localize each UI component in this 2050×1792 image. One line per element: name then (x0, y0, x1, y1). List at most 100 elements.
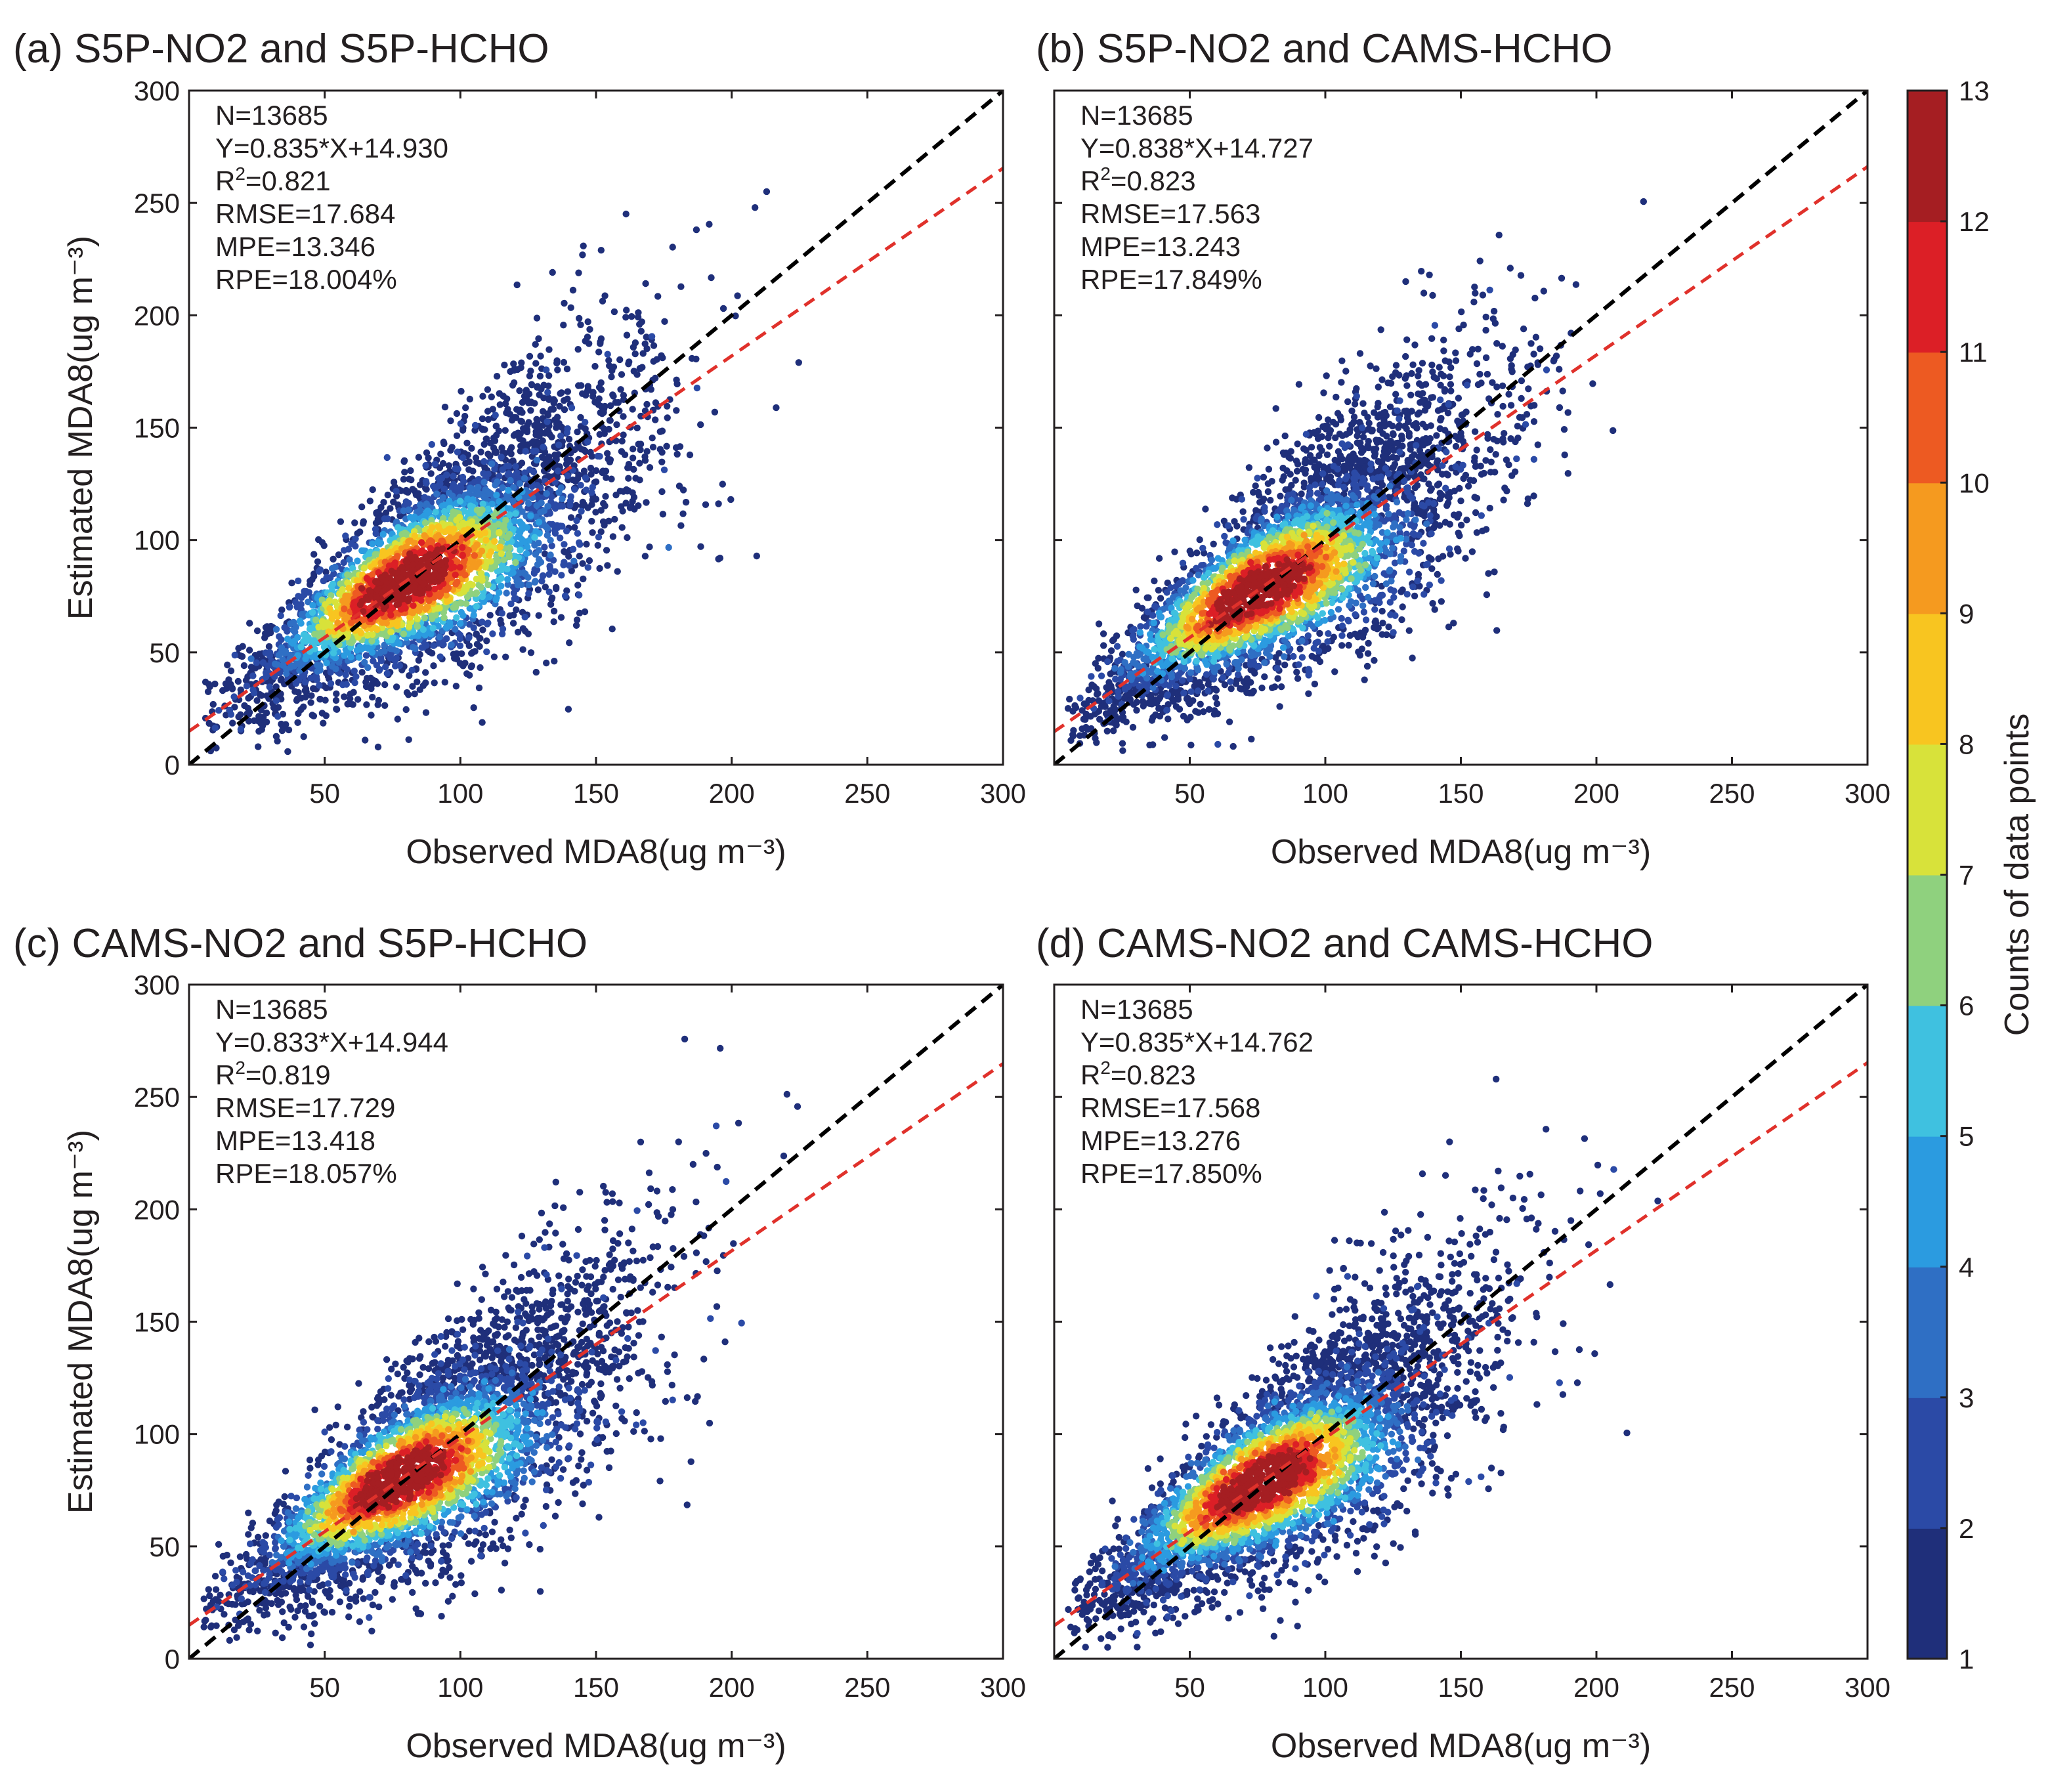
data-point (1375, 383, 1382, 391)
data-point (363, 701, 370, 708)
data-point (1277, 683, 1285, 691)
data-point (1292, 477, 1299, 484)
data-point (638, 318, 645, 326)
data-point (629, 489, 636, 496)
data-point (537, 352, 544, 360)
data-point (557, 484, 565, 492)
data-point (1100, 642, 1107, 649)
data-point (609, 391, 616, 398)
data-point (462, 600, 470, 607)
data-point (1428, 394, 1435, 401)
data-point (452, 571, 459, 578)
data-point (483, 435, 490, 442)
data-point (1276, 703, 1283, 710)
data-point (1311, 680, 1319, 688)
data-point (686, 451, 694, 459)
data-point (1345, 641, 1352, 649)
data-point (230, 693, 238, 700)
data-point (1452, 442, 1460, 450)
data-point (1452, 357, 1460, 364)
data-point (1445, 623, 1453, 631)
data-point (654, 293, 662, 300)
data-point (1523, 411, 1531, 418)
data-point (588, 501, 595, 508)
data-point (430, 642, 437, 649)
data-point (465, 621, 473, 628)
data-point (331, 563, 339, 571)
data-point (383, 670, 391, 677)
data-point (623, 331, 631, 339)
data-point (466, 605, 473, 612)
stat-r-squared: R2=0.821 (215, 163, 331, 196)
data-point (479, 415, 486, 423)
data-point (308, 692, 315, 700)
data-point (532, 551, 540, 558)
data-point (1439, 471, 1446, 478)
data-point (485, 552, 493, 559)
data-point (522, 628, 529, 635)
data-point (255, 727, 263, 735)
data-point (1441, 387, 1449, 395)
data-point (631, 350, 639, 358)
data-point (616, 356, 624, 364)
data-point (650, 358, 657, 365)
data-point (309, 712, 316, 719)
data-point (473, 630, 480, 637)
data-point (575, 269, 582, 276)
data-point (404, 563, 411, 571)
data-point (711, 408, 719, 416)
data-point (486, 593, 493, 601)
data-point (643, 448, 651, 455)
data-point (479, 500, 486, 507)
data-point (1512, 346, 1519, 354)
data-point (450, 563, 458, 571)
data-point (1440, 336, 1447, 344)
data-point (329, 580, 337, 587)
data-point (1132, 586, 1140, 593)
data-point (1296, 645, 1304, 652)
data-point (346, 639, 353, 646)
data-point (1095, 697, 1103, 704)
data-point (516, 435, 523, 442)
data-point (1391, 461, 1399, 468)
data-point (484, 581, 492, 589)
data-point (513, 469, 521, 477)
data-point (427, 545, 434, 552)
data-point (425, 648, 433, 656)
data-point (492, 596, 500, 603)
data-point (539, 437, 546, 444)
data-point (387, 505, 394, 512)
data-point (1282, 486, 1289, 494)
data-point (565, 706, 572, 713)
data-point (1451, 433, 1459, 440)
data-point (312, 616, 320, 624)
data-point (1415, 367, 1422, 374)
data-point (1407, 442, 1415, 450)
data-point (1499, 343, 1506, 350)
data-point (1148, 717, 1156, 724)
data-point (1261, 673, 1268, 681)
data-point (1564, 409, 1571, 416)
data-point (1100, 630, 1107, 637)
data-point (559, 523, 566, 530)
data-point (625, 360, 632, 368)
data-point (576, 314, 583, 322)
data-point (1530, 418, 1538, 425)
data-point (1463, 517, 1470, 524)
data-point (484, 416, 492, 423)
data-point (496, 401, 503, 408)
data-point (551, 568, 559, 575)
data-point (569, 286, 577, 294)
data-point (367, 674, 374, 682)
data-point (1069, 732, 1077, 740)
data-point (475, 582, 482, 589)
data-point (528, 398, 535, 406)
data-point (332, 696, 340, 704)
data-point (328, 592, 335, 599)
data-point (1318, 447, 1325, 454)
data-point (330, 649, 337, 656)
data-point (387, 628, 395, 635)
data-point (1379, 620, 1386, 627)
data-point (795, 359, 803, 366)
data-point (1441, 427, 1449, 434)
